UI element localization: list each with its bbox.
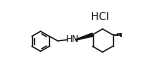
Text: HCl: HCl xyxy=(91,12,109,22)
Text: HN: HN xyxy=(65,35,78,44)
Polygon shape xyxy=(76,33,93,40)
